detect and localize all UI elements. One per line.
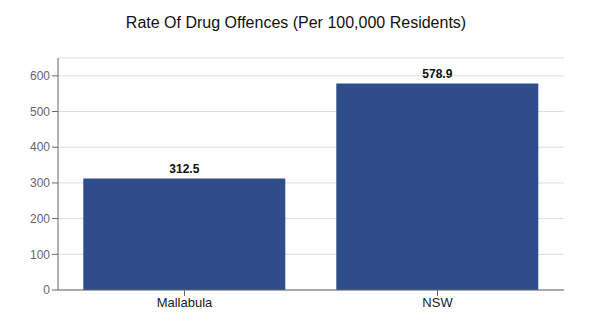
svg-text:500: 500 bbox=[30, 105, 50, 119]
svg-text:312.5: 312.5 bbox=[169, 162, 199, 176]
svg-text:100: 100 bbox=[30, 248, 50, 262]
svg-text:578.9: 578.9 bbox=[422, 67, 452, 81]
svg-text:0: 0 bbox=[43, 283, 50, 297]
svg-text:200: 200 bbox=[30, 212, 50, 226]
svg-text:400: 400 bbox=[30, 140, 50, 154]
svg-text:300: 300 bbox=[30, 176, 50, 190]
html-text:Rate Of Drug Offences (Per 100: Rate Of Drug Offences (Per 100,000 Resid… bbox=[125, 14, 467, 31]
svg-text:Mallabula: Mallabula bbox=[157, 295, 213, 310]
svg-text:600: 600 bbox=[30, 69, 50, 83]
svg-text:NSW: NSW bbox=[422, 295, 453, 310]
